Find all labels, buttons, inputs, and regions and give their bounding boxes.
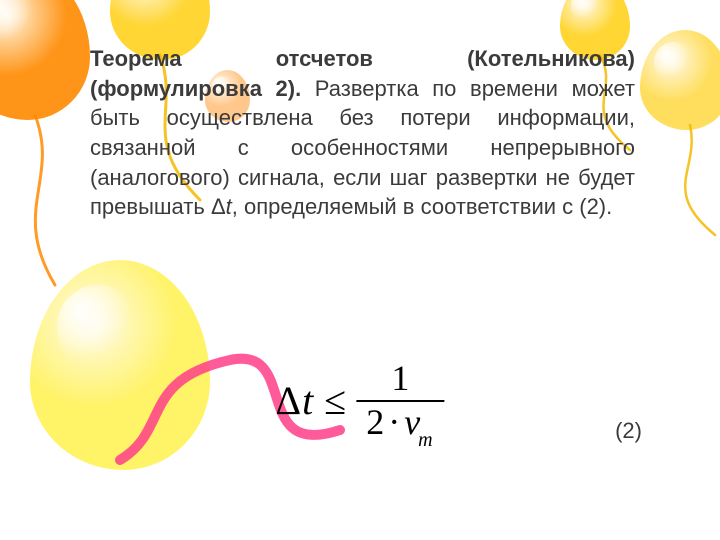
den-sub: m xyxy=(418,429,432,451)
formula: Δt ≤ 1 2·νm xyxy=(275,360,444,442)
theorem-body-2: , определяемый в соответствии с (2). xyxy=(232,194,612,219)
formula-rel: ≤ xyxy=(324,377,346,424)
theorem-paragraph: Теорема отсчетов (Котельникова) (формули… xyxy=(90,44,635,222)
dt-inline: Δt xyxy=(211,194,232,219)
formula-denominator: 2·νm xyxy=(356,404,444,442)
den-dot: · xyxy=(384,402,404,442)
den-two: 2 xyxy=(366,402,384,442)
formula-numerator: 1 xyxy=(381,360,419,398)
formula-fraction: 1 2·νm xyxy=(356,360,444,442)
formula-region: Δt ≤ 1 2·νm (2) xyxy=(0,360,720,480)
equation-number: (2) xyxy=(615,418,642,444)
formula-lhs: Δt xyxy=(275,377,314,424)
